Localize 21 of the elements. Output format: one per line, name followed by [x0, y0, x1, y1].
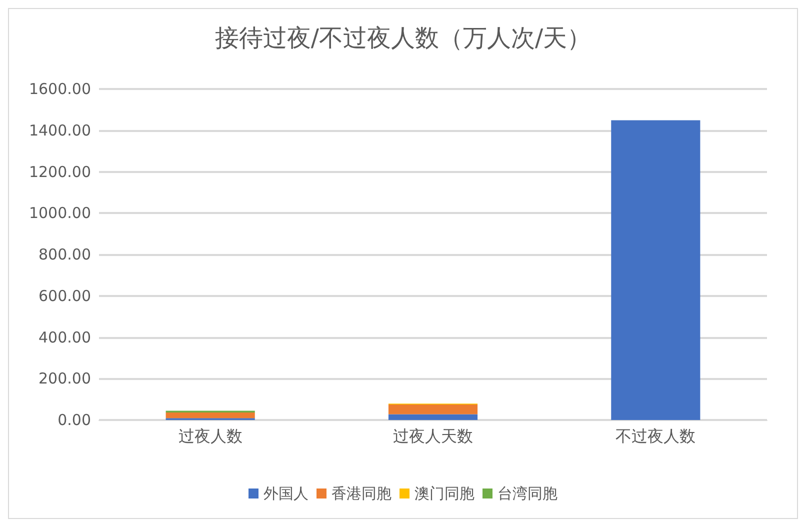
y-tick-label: 1400.00	[28, 121, 91, 140]
legend-label: 外国人	[264, 484, 308, 502]
bar	[388, 414, 478, 420]
legend-label: 台湾同胞	[498, 484, 558, 502]
x-tick-label: 不过夜人数	[616, 426, 696, 446]
y-tick-label: 400.00	[38, 328, 91, 346]
y-tick-label: 800.00	[38, 246, 91, 264]
legend-label: 香港同胞	[332, 484, 392, 502]
y-tick-label: 0.00	[58, 411, 91, 429]
x-tick-label: 过夜人天数	[393, 426, 473, 446]
bar	[611, 120, 700, 420]
legend-label: 澳门同胞	[414, 484, 474, 502]
bar	[388, 404, 478, 414]
bar	[166, 412, 255, 418]
y-tick-label: 1200.00	[28, 162, 91, 181]
x-tick-label: 过夜人数	[178, 426, 242, 446]
y-tick-label: 600.00	[38, 286, 91, 305]
chart-title: 接待过夜/不过夜人数（万人次/天）	[214, 24, 592, 52]
y-tick-label: 200.00	[38, 370, 91, 388]
y-tick-label: 1600.00	[28, 80, 91, 98]
y-tick-label: 1000.00	[28, 204, 91, 222]
